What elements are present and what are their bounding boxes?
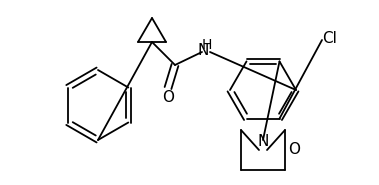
Text: O: O xyxy=(288,142,300,157)
Text: N: N xyxy=(257,134,269,149)
Text: N: N xyxy=(197,43,209,58)
Text: H: H xyxy=(202,38,212,52)
Text: Cl: Cl xyxy=(323,31,337,46)
Text: O: O xyxy=(162,90,174,105)
